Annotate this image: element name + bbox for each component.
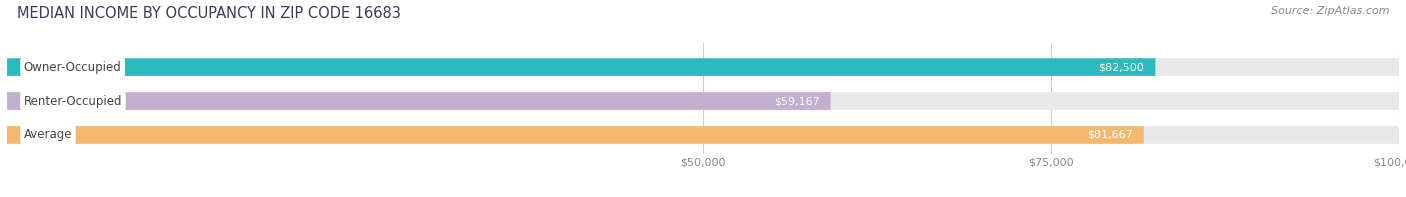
FancyBboxPatch shape bbox=[7, 92, 831, 110]
FancyBboxPatch shape bbox=[7, 126, 1144, 144]
Text: $82,500: $82,500 bbox=[1098, 62, 1144, 72]
FancyBboxPatch shape bbox=[7, 58, 1399, 76]
Text: Source: ZipAtlas.com: Source: ZipAtlas.com bbox=[1271, 6, 1389, 16]
Text: $81,667: $81,667 bbox=[1087, 130, 1133, 140]
FancyBboxPatch shape bbox=[7, 126, 1399, 144]
FancyBboxPatch shape bbox=[7, 58, 1156, 76]
FancyBboxPatch shape bbox=[7, 92, 1399, 110]
Text: Owner-Occupied: Owner-Occupied bbox=[24, 61, 121, 74]
Text: Average: Average bbox=[24, 128, 72, 141]
Text: Renter-Occupied: Renter-Occupied bbox=[24, 95, 122, 108]
Text: $59,167: $59,167 bbox=[773, 96, 820, 106]
Text: MEDIAN INCOME BY OCCUPANCY IN ZIP CODE 16683: MEDIAN INCOME BY OCCUPANCY IN ZIP CODE 1… bbox=[17, 6, 401, 21]
